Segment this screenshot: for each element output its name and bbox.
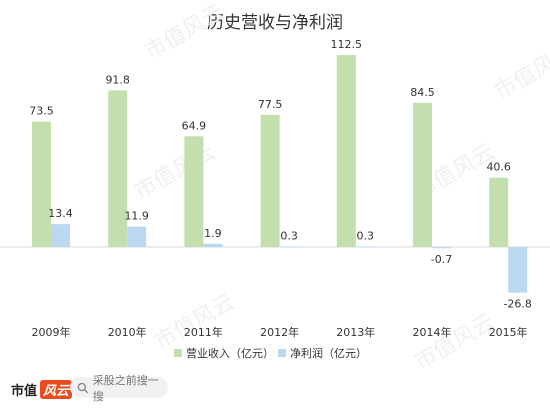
search-icon	[77, 382, 89, 393]
brand-mark: 风云	[40, 380, 73, 399]
legend-label: 净利润（亿元）	[290, 346, 367, 360]
profit-bar	[127, 226, 147, 247]
legend-label: 营业收入（亿元）	[186, 346, 274, 360]
brand-name: 市值	[11, 384, 38, 399]
search-placeholder: 采股之前搜一搜	[92, 373, 159, 403]
revenue-bar	[260, 114, 280, 247]
profit-bar	[508, 247, 528, 293]
x-tick-label: 2015年	[489, 325, 528, 339]
revenue-bar	[32, 121, 51, 247]
watermark-text: 市值风云	[491, 40, 550, 106]
brand-logo: 市值 风云	[11, 380, 73, 399]
chart-title: 历史营收与净利润	[207, 13, 343, 33]
x-tick-label: 2013年	[336, 325, 375, 339]
profit-data-label: 1.9	[204, 227, 222, 240]
revenue-bar	[413, 102, 432, 247]
profit-data-label: -26.8	[503, 298, 531, 311]
x-tick-label: 2010年	[108, 325, 147, 339]
x-tick-label: 2011年	[184, 325, 223, 339]
revenue-data-label: 84.5	[410, 86, 435, 99]
revenue-bar	[489, 177, 509, 247]
revenue-data-label: 40.6	[486, 161, 511, 174]
revenue-bar	[336, 55, 356, 248]
profit-bar	[355, 246, 375, 248]
watermark-text: 市值风云	[131, 140, 220, 206]
profit-data-label: 11.9	[124, 210, 149, 223]
profit-data-label: 13.4	[48, 207, 73, 220]
revenue-data-label: 77.5	[258, 98, 283, 111]
profit-bar	[203, 243, 223, 247]
profit-data-label: 0.3	[357, 229, 375, 242]
footer-bar: 市值 风云 采股之前搜一搜	[0, 370, 550, 408]
search-box[interactable]: 采股之前搜一搜	[70, 374, 168, 403]
revenue-data-label: 73.5	[29, 105, 54, 118]
x-tick-label: 2009年	[32, 325, 71, 339]
watermark-text: 市值风云	[141, 0, 230, 65]
revenue-data-label: 112.5	[331, 38, 363, 51]
profit-bar	[279, 246, 299, 248]
watermark-text: 市值风云	[151, 290, 240, 356]
profit-data-label: -0.7	[431, 253, 452, 266]
x-tick-label: 2014年	[413, 325, 452, 339]
profit-data-label: 0.3	[280, 229, 298, 242]
legend-swatch	[174, 349, 182, 357]
profit-bar	[51, 224, 70, 247]
revenue-bar	[108, 90, 128, 248]
legend-swatch	[278, 349, 286, 357]
bar-chart: 市值风云市值风云市值风云市值风云市值风云市值风云73.513.42009年91.…	[0, 0, 550, 370]
revenue-data-label: 91.8	[105, 73, 130, 86]
profit-bar	[432, 247, 451, 249]
watermark-text: 市值风云	[411, 310, 500, 370]
revenue-bar	[184, 136, 204, 247]
revenue-data-label: 64.9	[182, 119, 207, 132]
x-tick-label: 2012年	[260, 325, 299, 339]
